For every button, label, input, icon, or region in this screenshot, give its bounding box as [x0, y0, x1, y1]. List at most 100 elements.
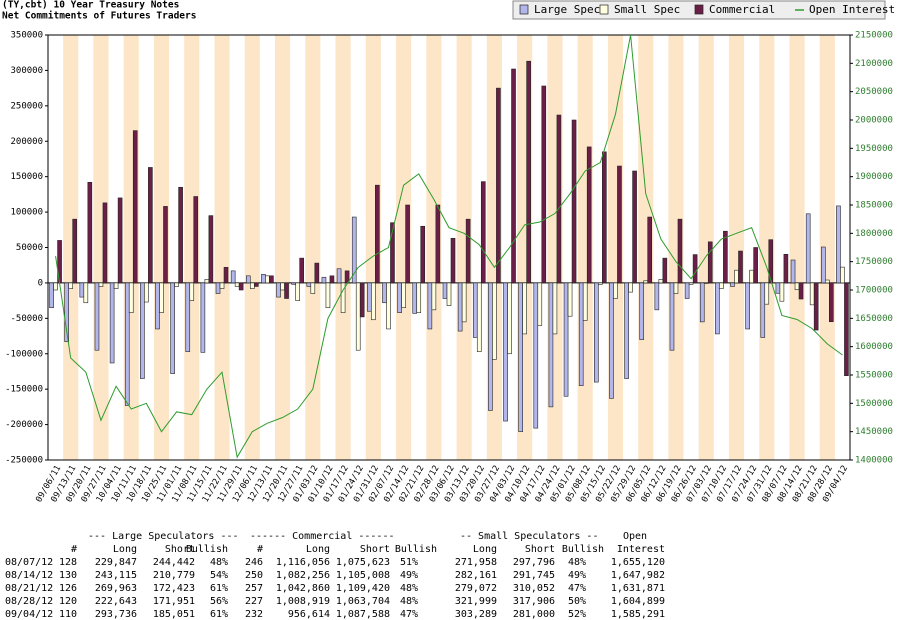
table-cell: 1,604,899 [610, 596, 665, 607]
bar [87, 182, 93, 284]
table-cell: 257 [244, 583, 263, 594]
band [819, 35, 835, 460]
bar [844, 282, 849, 376]
table-cell: 1,082,256 [275, 570, 330, 581]
y-tick-label: 100000 [10, 208, 43, 218]
table-cell: 48% [399, 583, 418, 594]
legend-swatch [694, 4, 704, 15]
table-cell: # [256, 544, 263, 555]
y2-tick-label: 2050000 [855, 87, 893, 97]
bar [647, 216, 653, 284]
bar [401, 282, 406, 309]
table-cell: 279,072 [454, 583, 497, 594]
bar [344, 270, 350, 284]
band [244, 35, 260, 460]
y-tick-label: -150000 [5, 385, 43, 395]
bar [594, 282, 599, 383]
bar [779, 282, 785, 302]
y-tick-label: 150000 [10, 172, 43, 182]
bar [632, 170, 637, 284]
table-cell: Bullish [394, 544, 437, 555]
bar [836, 205, 841, 284]
bar [124, 282, 130, 406]
bar [719, 282, 724, 289]
bar [265, 275, 270, 284]
line [55, 34, 843, 459]
table-cell: 317,906 [512, 596, 555, 607]
table-cell: Bullish [561, 544, 604, 555]
bar [325, 282, 331, 309]
bar [745, 282, 750, 330]
band [759, 35, 775, 460]
table-cell: 243,115 [94, 570, 137, 581]
bar [144, 282, 149, 303]
y2-tick-label: 1700000 [855, 286, 893, 296]
bar [375, 184, 380, 284]
bar [72, 218, 77, 284]
bar [715, 282, 720, 335]
table-cell: 269,963 [94, 583, 137, 594]
y-tick-label: 0 [38, 278, 43, 288]
table-cell: 1,008,919 [275, 596, 330, 607]
bar [431, 282, 437, 311]
bar [68, 282, 73, 289]
table-cell: 271,958 [454, 557, 497, 568]
table-cell: 61% [209, 609, 228, 620]
legend-label: Small Spec [614, 3, 680, 16]
bar [526, 60, 531, 284]
bar [253, 282, 259, 287]
bar [703, 282, 709, 284]
bar [163, 206, 168, 284]
table-cell: 120 [58, 596, 77, 607]
y2-tick-label: 2000000 [855, 116, 893, 126]
band [93, 35, 109, 460]
bar [204, 279, 210, 284]
bar [340, 282, 346, 313]
band [214, 35, 230, 460]
table-cell: Open [623, 531, 648, 542]
bar [113, 282, 119, 289]
table-cell: Interest [616, 544, 665, 555]
table-cell: # [70, 544, 77, 555]
bar [148, 167, 153, 284]
table-cell: 56% [209, 596, 228, 607]
bar [128, 282, 134, 313]
table-cell: 1,109,420 [335, 583, 390, 594]
legend-label: Open Interest [809, 3, 895, 16]
band [184, 35, 200, 460]
bar [230, 270, 236, 284]
bar [329, 275, 335, 284]
table-cell: 126 [58, 583, 77, 594]
bar [442, 282, 448, 299]
bar [405, 204, 410, 284]
bar [371, 282, 376, 321]
bar [397, 282, 402, 313]
table-cell: 08/28/12 [5, 596, 54, 607]
bar [472, 282, 478, 338]
table-cell: 1,075,623 [335, 557, 390, 568]
bar [496, 87, 501, 284]
bar [416, 282, 422, 313]
table-cell: 293,736 [94, 609, 137, 620]
bar [280, 282, 285, 291]
table-cell: 1,116,056 [275, 557, 330, 568]
table-cell: 282,161 [454, 570, 497, 581]
band [335, 35, 351, 460]
bar [617, 165, 622, 284]
bar [355, 282, 361, 351]
table-cell: 210,779 [152, 570, 195, 581]
bar [159, 282, 164, 313]
bar [628, 282, 633, 293]
bar [609, 282, 614, 399]
bar [707, 241, 713, 284]
bar [276, 282, 281, 298]
table-cell: 227 [244, 596, 263, 607]
bar [639, 282, 645, 340]
bar [189, 282, 195, 301]
y-tick-label: 200000 [10, 137, 43, 147]
bar [310, 282, 316, 294]
table-cell: 52% [567, 609, 586, 620]
bar [390, 222, 395, 284]
bar [537, 282, 543, 326]
y2-tick-label: 1800000 [855, 229, 893, 239]
